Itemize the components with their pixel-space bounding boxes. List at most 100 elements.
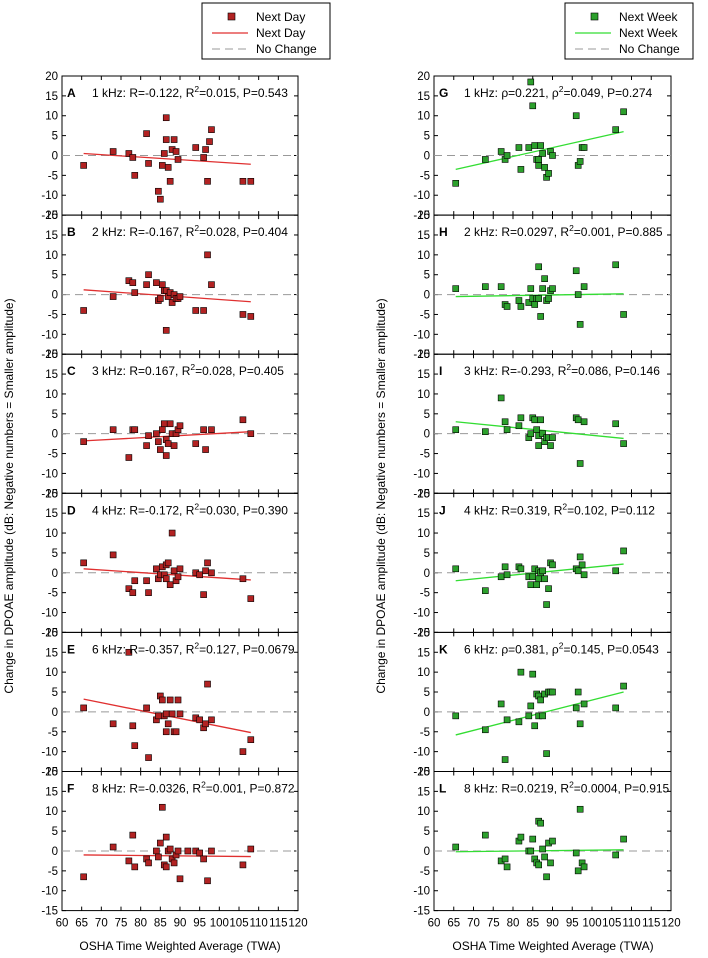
data-point [612, 261, 620, 269]
data-point [497, 283, 505, 290]
y-tick-label: 0 [52, 707, 58, 719]
y-tick-label: 5 [52, 826, 58, 838]
data-point [208, 716, 215, 724]
data-point [247, 313, 255, 320]
data-point [547, 442, 554, 449]
data-point [145, 589, 152, 596]
data-point [206, 138, 213, 145]
data-point [539, 285, 546, 292]
data-point [200, 154, 207, 161]
legend-line-label: Next Week [619, 26, 678, 40]
data-point [192, 307, 200, 314]
data-point [620, 835, 627, 843]
data-point [572, 267, 580, 275]
data-point [157, 195, 164, 203]
x-tick-label: 85 [154, 918, 167, 930]
y-tick-label: 20 [417, 767, 430, 779]
data-point [159, 803, 166, 811]
y-tick-label: 20 [45, 71, 58, 83]
x-tick-label: 110 [622, 918, 640, 930]
data-point [580, 863, 588, 871]
data-point [531, 301, 539, 308]
data-point [131, 426, 139, 434]
panel-letter: I [439, 364, 442, 378]
y-tick-label: 10 [417, 111, 430, 123]
data-point [155, 438, 162, 445]
panel-C: -15 -10 -5 0 5 10 15 20 C 3 kHz: R=0.167, R2​=0.0… [41, 349, 299, 500]
y-tick-label: -10 [413, 747, 430, 759]
data-point [247, 736, 255, 744]
panel-J: -15 -10 -5 0 5 10 15 20 J 4 kHz: R=0.319, R2​=0.1… [413, 488, 672, 639]
data-point [529, 573, 537, 581]
data-point [543, 873, 550, 881]
data-point [239, 575, 247, 583]
x-tick-label: 65 [447, 918, 460, 930]
data-point [162, 136, 170, 143]
data-point [131, 742, 139, 749]
data-point [196, 716, 203, 724]
data-point [497, 394, 505, 402]
data-point [482, 726, 489, 734]
y-tick-label: -5 [420, 588, 430, 600]
y-tick-label: 15 [45, 647, 58, 659]
x-tick-label: 75 [115, 918, 128, 930]
data-point [168, 529, 176, 537]
data-point [482, 283, 489, 290]
y-tick-label: -5 [420, 449, 430, 461]
data-point [529, 835, 537, 843]
panel-stats: 2 kHz: R=0.0297, R2​=0.001, P=0.885 [464, 223, 663, 239]
panel-letter: L [439, 782, 446, 796]
data-point [172, 148, 180, 155]
y-tick-label: 0 [424, 150, 430, 162]
x-tick-label: 115 [269, 918, 287, 930]
data-point [503, 571, 511, 579]
data-point [537, 696, 544, 704]
panel-letter: J [439, 503, 446, 517]
data-point [574, 416, 582, 424]
x-tick-label: 100 [582, 918, 601, 930]
panel-letter: A [67, 86, 76, 100]
y-tick-label: 20 [45, 627, 58, 639]
y-tick-label: 20 [417, 210, 430, 222]
data-point [576, 805, 584, 813]
data-point [145, 432, 152, 439]
data-point [131, 863, 139, 871]
data-point [539, 567, 546, 575]
y-tick-label: -15 [41, 349, 58, 361]
data-point [172, 728, 180, 736]
data-point [541, 164, 548, 171]
data-point [109, 293, 117, 300]
data-point [131, 577, 139, 585]
data-point [501, 756, 509, 763]
data-point [545, 170, 552, 177]
data-point [166, 845, 174, 853]
data-point [535, 861, 542, 869]
data-point [166, 420, 174, 428]
data-point [202, 146, 209, 153]
data-point [247, 845, 255, 853]
data-point [80, 873, 87, 881]
y-tick-label: 10 [45, 806, 58, 818]
data-point [529, 670, 537, 678]
y-tick-label: -15 [41, 210, 58, 222]
data-point [125, 857, 133, 865]
data-point [109, 551, 117, 559]
y-tick-label: 20 [45, 349, 58, 361]
data-point [497, 573, 505, 581]
y-tick-label: 10 [45, 528, 58, 540]
fit-line [83, 431, 251, 442]
fit-line [83, 152, 251, 165]
data-point [153, 279, 160, 286]
panel-letter: B [67, 225, 76, 239]
y-tick-label: 0 [52, 429, 58, 441]
y-tick-label: 0 [424, 429, 430, 441]
x-tick-label: 80 [507, 918, 520, 930]
data-point [200, 855, 207, 863]
data-point [204, 680, 211, 688]
data-point [527, 847, 535, 855]
data-point [157, 839, 164, 847]
data-point [80, 307, 87, 314]
data-point [174, 156, 182, 163]
data-point [131, 289, 139, 296]
